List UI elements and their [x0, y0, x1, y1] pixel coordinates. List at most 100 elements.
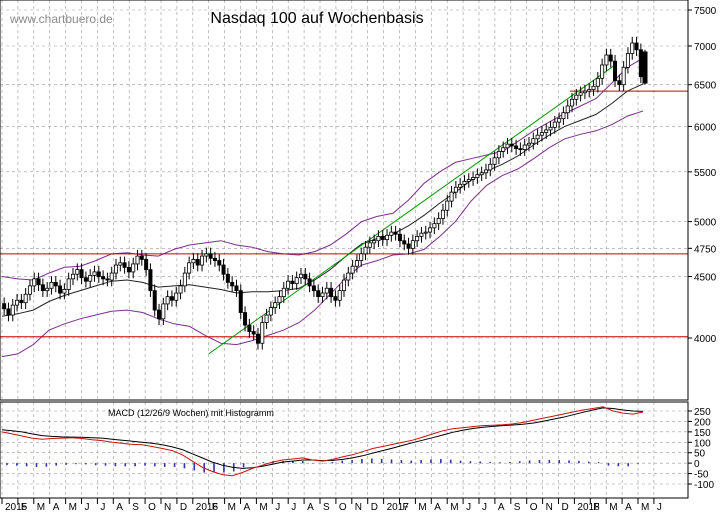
histogram-bar [361, 458, 363, 464]
candle-body [432, 223, 437, 229]
x-tick-label: O [339, 502, 347, 512]
histogram-bar [341, 460, 344, 464]
price-y-tick-label: 4000 [694, 334, 717, 345]
candle-body [40, 284, 45, 292]
candle-body [604, 54, 609, 66]
histogram-bar [163, 463, 166, 467]
x-tick-label: M [418, 502, 426, 512]
candle-body [260, 322, 265, 344]
histogram-bar [193, 463, 196, 471]
candle-body [251, 331, 256, 335]
histogram-bar [35, 463, 38, 467]
candle-body [462, 181, 467, 185]
candle-body [410, 240, 415, 249]
macd-y-tick-label: 250 [694, 407, 711, 418]
histogram-bar [568, 460, 570, 464]
candle-body [53, 281, 58, 287]
histogram-bar [607, 463, 610, 466]
candle-body [88, 274, 93, 282]
price-panel: 4000 4500 4750 5000 5500 6000 6500 7000 7500 Nas… [0, 0, 717, 401]
candle-body [109, 272, 114, 281]
candle-body [92, 271, 97, 276]
candle-body [174, 292, 179, 301]
candle-body [574, 94, 579, 100]
candle-body [311, 285, 316, 292]
candle-body [79, 269, 84, 279]
candle-body [208, 253, 213, 259]
last-candle-body [642, 51, 648, 84]
macd-y-tick-label: 50 [694, 449, 706, 460]
x-tick-label: N [546, 502, 553, 512]
candle-body [75, 269, 80, 275]
candle-body [303, 273, 308, 280]
candle-body [36, 278, 41, 286]
histogram-bar [15, 463, 18, 466]
candle-body [329, 287, 334, 298]
candle-body [630, 42, 635, 54]
candle-body [535, 134, 540, 140]
candle-body [32, 278, 37, 287]
price-y-tick-label: 4500 [694, 273, 717, 284]
candle-body [83, 277, 88, 282]
candle-body [591, 85, 596, 90]
candle-body [243, 312, 248, 326]
candle-body [342, 279, 347, 292]
histogram-bar [528, 460, 531, 464]
x-tick-label: M [641, 502, 649, 512]
candle-body [19, 299, 24, 304]
x-tick-label: M [228, 502, 236, 512]
candle-body [273, 302, 278, 308]
candle-body [70, 273, 75, 280]
candle-body [488, 163, 493, 171]
candle-body [608, 54, 613, 62]
price-y-tick-label: 6000 [694, 122, 717, 133]
candle-body [307, 278, 312, 287]
price-y-axis: 4000 4500 4750 5000 5500 6000 6500 7000 7500 [688, 6, 717, 345]
candle-body [496, 150, 501, 159]
histogram-bar [144, 463, 146, 466]
candle-body [27, 285, 32, 295]
x-tick-label: J [466, 502, 471, 512]
histogram-bar [242, 463, 245, 468]
candle-body [548, 126, 553, 131]
candle-body [264, 314, 269, 323]
candle-body [178, 285, 183, 294]
candle-body [58, 285, 63, 294]
candle-body [277, 296, 282, 304]
x-tick-label: F [593, 502, 599, 512]
candle-body [582, 90, 587, 94]
candle-body [453, 186, 458, 193]
candle-body [376, 235, 381, 242]
price-panel-frame [0, 0, 689, 401]
candle-body [600, 64, 605, 79]
candle-body [139, 255, 144, 260]
candle-body [389, 231, 394, 236]
candle-body [105, 278, 110, 281]
candle-body [169, 296, 174, 301]
candle-body [294, 277, 299, 284]
x-tick-label: J [275, 502, 280, 512]
candlesticks [2, 36, 648, 350]
candle-body [372, 240, 377, 244]
histogram-bar [420, 460, 422, 464]
histogram-bar [292, 461, 294, 464]
candle-body [367, 242, 372, 248]
x-tick-label: M [69, 502, 77, 512]
candle-body [415, 235, 420, 242]
candle-body [471, 177, 476, 180]
histogram-bar [65, 463, 67, 465]
macd-line [1, 406, 644, 477]
histogram-bar [331, 462, 334, 464]
candle-body [449, 191, 454, 202]
candle-body [101, 276, 106, 280]
candle-body [212, 257, 217, 261]
candle-body [333, 296, 338, 301]
candle-body [436, 218, 441, 225]
candle-body [268, 307, 273, 316]
histogram-bar [558, 460, 560, 464]
candle-body [393, 231, 398, 235]
x-tick-label: 2018 [577, 502, 600, 512]
candle-body [161, 303, 166, 320]
